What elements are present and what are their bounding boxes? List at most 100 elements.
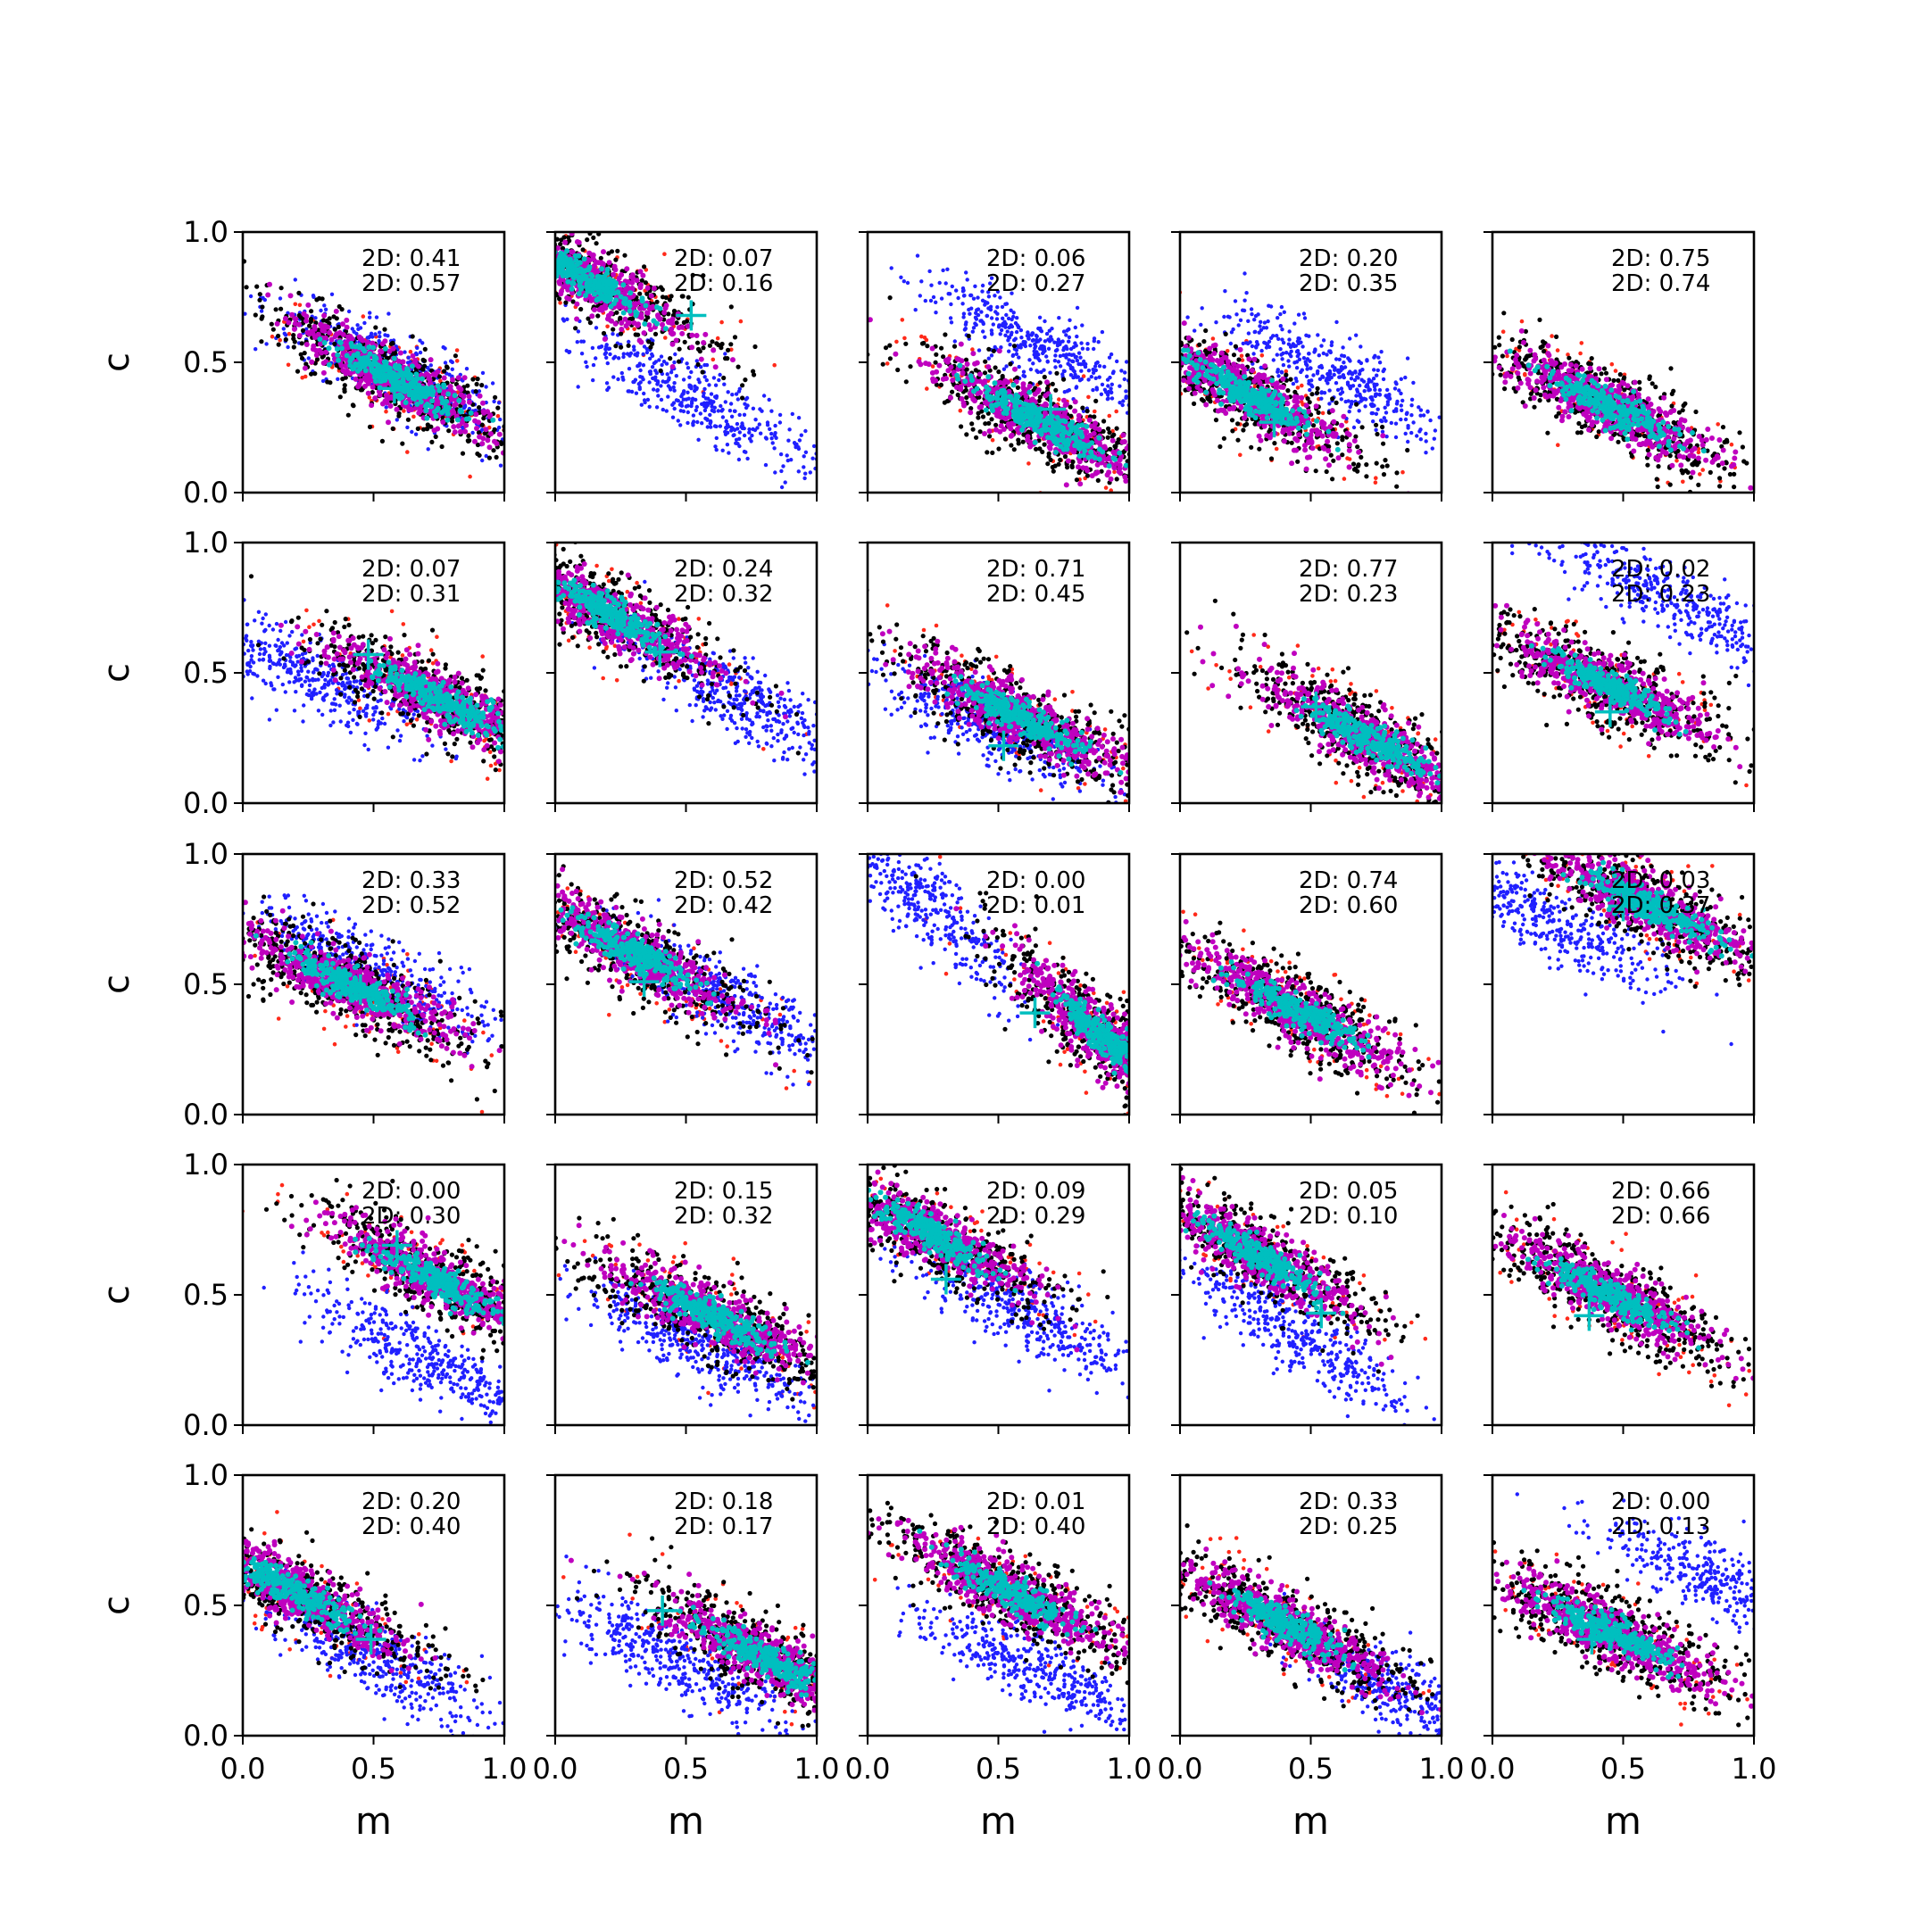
magenta-sample-point	[532, 253, 537, 259]
black-sample-point	[533, 269, 537, 273]
black-sample-point	[591, 236, 595, 240]
magenta-sample-point	[536, 267, 541, 272]
blue-sample-point	[721, 415, 725, 419]
blue-sample-point	[591, 346, 594, 350]
blue-sample-point	[1027, 358, 1031, 361]
magenta-sample-point	[438, 184, 444, 189]
magenta-sample-point	[540, 253, 545, 258]
black-sample-point	[856, 332, 860, 336]
outer-sample-point	[1155, 457, 1159, 461]
black-sample-point	[291, 336, 295, 341]
blue-sample-point	[711, 409, 714, 412]
blue-sample-point	[997, 325, 1001, 328]
black-sample-point	[540, 253, 544, 258]
cyan-sample-point	[469, 410, 474, 416]
blue-sample-point	[1043, 319, 1046, 323]
black-sample-point	[505, 257, 510, 261]
black-sample-point	[259, 339, 263, 344]
black-sample-point	[1076, 470, 1081, 475]
magenta-sample-point	[624, 266, 629, 271]
blue-sample-point	[987, 357, 991, 361]
magenta-sample-point	[982, 431, 987, 436]
blue-sample-point	[1146, 391, 1150, 394]
black-sample-point	[445, 223, 450, 228]
blue-sample-point	[934, 301, 937, 304]
blue-sample-point	[1100, 393, 1103, 396]
cyan-sample-point	[361, 360, 366, 365]
cyan-sample-point	[531, 241, 536, 246]
cyan-sample-point	[623, 296, 628, 302]
blue-sample-point	[1007, 326, 1010, 329]
blue-sample-point	[687, 384, 691, 387]
black-sample-point	[309, 309, 313, 313]
blue-sample-point	[686, 410, 690, 414]
magenta-sample-point	[521, 237, 527, 243]
magenta-sample-point	[293, 317, 298, 322]
blue-sample-point	[972, 297, 976, 301]
black-sample-point	[219, 262, 223, 267]
magenta-sample-point	[517, 268, 522, 273]
black-sample-point	[1038, 380, 1043, 385]
magenta-sample-point	[487, 444, 493, 450]
black-sample-point	[312, 371, 317, 376]
cyan-sample-point	[518, 240, 523, 245]
black-sample-point	[1045, 386, 1050, 391]
black-sample-point	[1092, 414, 1096, 419]
black-sample-point	[495, 406, 500, 410]
blue-sample-point	[1053, 353, 1057, 357]
black-sample-point	[729, 304, 734, 309]
blue-sample-point	[498, 418, 502, 421]
blue-sample-point	[577, 329, 580, 333]
outer-sample-point	[959, 409, 963, 413]
black-sample-point	[1149, 483, 1153, 487]
black-sample-point	[474, 389, 478, 394]
magenta-sample-point	[1163, 462, 1168, 468]
black-sample-point	[518, 252, 522, 256]
blue-sample-point	[924, 299, 927, 303]
blue-sample-point	[849, 205, 852, 209]
black-sample-point	[523, 477, 528, 481]
magenta-sample-point	[472, 439, 478, 444]
blue-sample-point	[660, 363, 663, 367]
blue-sample-point	[599, 345, 602, 349]
magenta-sample-point	[711, 348, 716, 353]
blue-sample-point	[359, 326, 362, 329]
magenta-sample-point	[528, 240, 534, 245]
blue-sample-point	[992, 322, 995, 326]
outer-sample-point	[526, 251, 530, 255]
black-sample-point	[237, 285, 241, 289]
blue-sample-point	[694, 387, 697, 391]
blue-sample-point	[1125, 394, 1128, 398]
blue-sample-point	[1016, 323, 1019, 327]
blue-sample-point	[635, 392, 638, 395]
blue-sample-point	[964, 320, 968, 324]
blue-sample-point	[1021, 374, 1025, 377]
black-sample-point	[529, 237, 534, 242]
blue-sample-point	[769, 432, 773, 435]
blue-sample-point	[1008, 343, 1011, 346]
outer-sample-point	[525, 257, 529, 261]
outer-sample-point	[465, 224, 470, 228]
black-sample-point	[254, 285, 259, 289]
blue-sample-point	[1125, 360, 1128, 363]
magenta-sample-point	[530, 269, 536, 274]
blue-sample-point	[649, 372, 652, 376]
black-sample-point	[343, 383, 347, 387]
blue-sample-point	[484, 385, 487, 388]
magenta-sample-point	[663, 305, 669, 311]
blue-sample-point	[660, 354, 663, 358]
blue-sample-point	[989, 308, 993, 311]
cyan-sample-point	[483, 214, 488, 220]
outer-sample-point	[1172, 502, 1176, 507]
magenta-sample-point	[531, 228, 536, 234]
blue-sample-point	[621, 377, 625, 381]
blue-sample-point	[719, 404, 722, 408]
blue-sample-point	[1059, 364, 1062, 368]
magenta-sample-point	[537, 247, 543, 253]
black-sample-point	[952, 344, 957, 349]
black-sample-point	[716, 343, 720, 347]
magenta-sample-point	[370, 385, 376, 390]
magenta-sample-point	[486, 245, 492, 251]
black-sample-point	[545, 220, 550, 225]
black-sample-point	[740, 383, 744, 387]
